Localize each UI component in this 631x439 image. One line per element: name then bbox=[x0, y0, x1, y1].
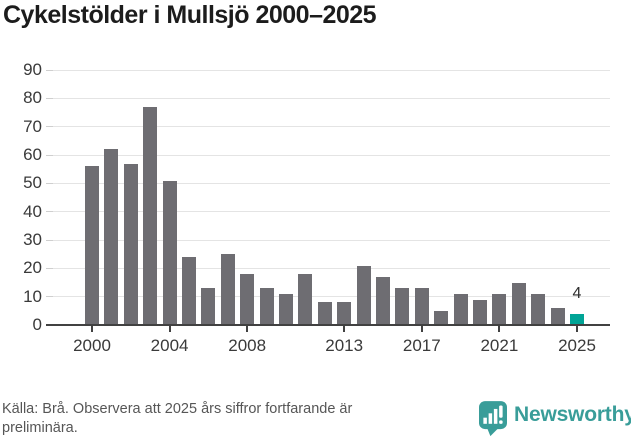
x-axis-tick bbox=[168, 326, 171, 332]
y-axis-label: 70 bbox=[23, 116, 42, 136]
y-axis-label: 40 bbox=[23, 201, 42, 221]
gridline bbox=[53, 182, 610, 184]
gridline bbox=[53, 97, 610, 99]
gridline bbox=[53, 267, 610, 269]
x-axis-tick bbox=[246, 326, 249, 332]
gridline bbox=[53, 126, 610, 128]
bar-2005 bbox=[182, 257, 196, 325]
bar-2003 bbox=[143, 106, 158, 325]
x-axis-line bbox=[46, 324, 610, 326]
y-axis-label: 50 bbox=[23, 173, 42, 193]
newsworthy-wordmark: Newsworthy bbox=[514, 403, 631, 426]
x-axis-tick bbox=[498, 326, 501, 332]
y-axis-label: 20 bbox=[23, 258, 42, 278]
x-axis-tick bbox=[576, 326, 578, 332]
y-axis-tick bbox=[46, 211, 53, 213]
bar-2015 bbox=[376, 276, 390, 325]
newsworthy-icon bbox=[479, 401, 507, 437]
gridline bbox=[53, 154, 610, 156]
gridline bbox=[53, 211, 610, 213]
bar-2014 bbox=[356, 265, 371, 325]
x-axis-label: 2000 bbox=[73, 336, 111, 355]
plot-area: 0 10 20 30 40 50 60 70 80 90 2000 2004 2008 2013 2017 2… bbox=[23, 60, 610, 355]
bar-2008 bbox=[240, 274, 255, 325]
gridline bbox=[53, 296, 610, 298]
y-axis-label: 10 bbox=[23, 286, 42, 306]
bar-2024 bbox=[550, 308, 565, 325]
x-axis-tick bbox=[91, 326, 93, 332]
x-axis-label: 2004 bbox=[150, 336, 189, 355]
x-axis-tick bbox=[420, 326, 423, 332]
y-axis-tick bbox=[46, 69, 53, 71]
x-axis-label: 2008 bbox=[228, 336, 267, 355]
bar-2025 bbox=[570, 313, 584, 325]
bar-value-label: 4 bbox=[572, 284, 582, 302]
bar-2002 bbox=[123, 163, 138, 325]
bar-2004 bbox=[162, 180, 177, 325]
x-axis-tick bbox=[343, 326, 346, 332]
source-note: Källa: Brå. Observera att 2025 års siffr… bbox=[2, 401, 353, 436]
y-axis-tick bbox=[46, 154, 53, 156]
x-axis-label: 2017 bbox=[402, 336, 441, 355]
bar-2011 bbox=[298, 274, 313, 325]
bar-2000 bbox=[85, 166, 99, 325]
y-axis-tick bbox=[46, 296, 53, 298]
y-axis-label: 0 bbox=[32, 315, 42, 334]
y-axis-tick bbox=[46, 182, 53, 184]
gridline bbox=[53, 239, 610, 241]
bar-2017 bbox=[414, 288, 429, 325]
y-axis-label: 80 bbox=[23, 88, 42, 108]
x-axis-label: 2025 bbox=[558, 336, 596, 355]
bar-2023 bbox=[531, 293, 546, 325]
bar-2022 bbox=[511, 282, 526, 325]
y-axis-label: 90 bbox=[23, 60, 42, 79]
chart-title: Cykelstölder i Mullsjö 2000–2025 bbox=[3, 1, 377, 29]
y-axis-label: 60 bbox=[23, 145, 42, 164]
bar-2007 bbox=[220, 254, 235, 325]
bar-2019 bbox=[453, 293, 468, 325]
bar-2016 bbox=[395, 288, 410, 325]
x-axis-label: 2021 bbox=[480, 336, 519, 355]
bar-2013 bbox=[337, 302, 352, 325]
newsworthy-logo: Newsworthy bbox=[479, 401, 631, 437]
y-axis-tick bbox=[46, 97, 53, 99]
y-axis-tick bbox=[46, 126, 53, 128]
y-axis-label: 30 bbox=[23, 230, 42, 249]
bar-2020 bbox=[473, 299, 487, 325]
bar-2018 bbox=[434, 310, 449, 325]
bar-2009 bbox=[259, 288, 274, 325]
bar-2001 bbox=[104, 149, 119, 325]
bar-2012 bbox=[317, 302, 332, 325]
y-axis-tick bbox=[46, 267, 53, 269]
x-axis-label: 2013 bbox=[325, 336, 364, 355]
bar-2021 bbox=[492, 293, 507, 325]
gridline bbox=[53, 69, 610, 71]
bar-2006 bbox=[201, 288, 216, 325]
y-axis-tick bbox=[46, 239, 53, 241]
bar-2010 bbox=[279, 293, 293, 325]
